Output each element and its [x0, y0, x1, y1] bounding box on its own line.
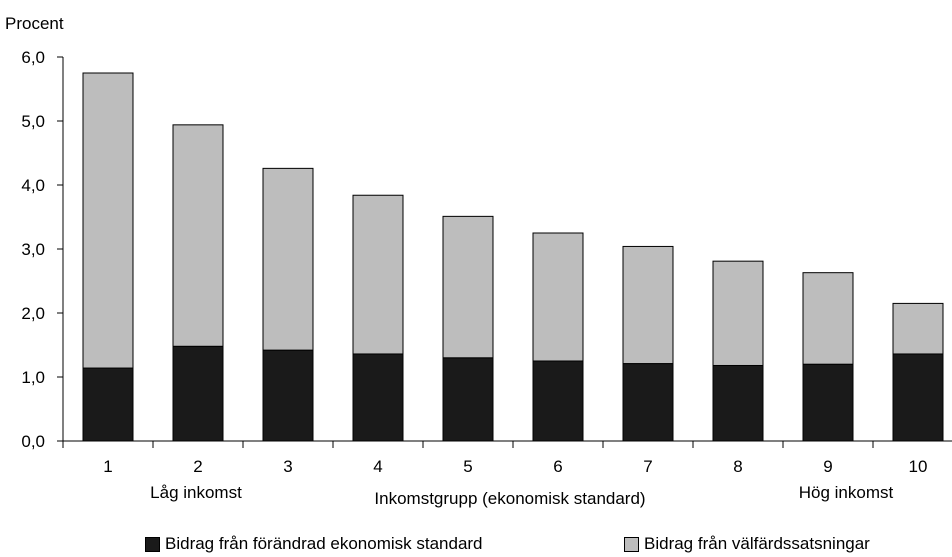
y-tick-label: 0,0 — [21, 432, 45, 451]
bar-segment-standard — [353, 354, 403, 441]
legend-item-standard: Bidrag från förändrad ekonomisk standard — [145, 533, 483, 555]
bar-segment-standard — [83, 368, 133, 441]
bar-segment-standard — [713, 365, 763, 441]
x-tick-label: 8 — [733, 457, 742, 476]
y-tick-label: 2,0 — [21, 304, 45, 323]
bar-segment-welfare — [893, 303, 943, 354]
x-tick-label: 3 — [283, 457, 292, 476]
legend-swatch-welfare — [624, 537, 639, 552]
bar-segment-welfare — [533, 233, 583, 361]
y-tick-label: 5,0 — [21, 112, 45, 131]
bar-segment-welfare — [353, 195, 403, 354]
x-tick-label: 6 — [553, 457, 562, 476]
bar-segment-standard — [623, 364, 673, 441]
bar-segment-standard — [443, 358, 493, 441]
y-tick-label: 1,0 — [21, 368, 45, 387]
x-tick-label: 1 — [103, 457, 112, 476]
legend-label-welfare: Bidrag från välfärdssatsningar — [644, 534, 870, 554]
x-tick-label: 5 — [463, 457, 472, 476]
bar-segment-welfare — [623, 246, 673, 363]
y-axis-label: Procent — [5, 14, 64, 33]
legend-label-standard: Bidrag från förändrad ekonomisk standard — [165, 534, 483, 554]
legend-item-welfare: Bidrag från välfärdssatsningar — [624, 533, 870, 555]
x-tick-label: 9 — [823, 457, 832, 476]
bar-segment-welfare — [713, 261, 763, 365]
bar-segment-welfare — [263, 168, 313, 350]
x-tick-label: 4 — [373, 457, 382, 476]
y-tick-label: 3,0 — [21, 240, 45, 259]
bar-segment-standard — [263, 350, 313, 441]
bar-segment-standard — [893, 354, 943, 441]
bar-segment-standard — [173, 346, 223, 441]
bar-segment-standard — [803, 364, 853, 441]
x-tick-label: 10 — [909, 457, 928, 476]
low-income-annotation: Låg inkomst — [150, 483, 242, 502]
high-income-annotation: Hög inkomst — [799, 483, 894, 502]
y-tick-label: 6,0 — [21, 48, 45, 67]
x-axis-label: Inkomstgrupp (ekonomisk standard) — [374, 489, 645, 508]
legend-swatch-standard — [145, 537, 160, 552]
bar-segment-welfare — [443, 216, 493, 357]
bar-segment-welfare — [803, 273, 853, 365]
x-tick-label: 2 — [193, 457, 202, 476]
y-tick-label: 4,0 — [21, 176, 45, 195]
bar-segment-welfare — [83, 73, 133, 368]
bar-segment-standard — [533, 361, 583, 441]
bars — [83, 73, 943, 441]
x-tick-label: 7 — [643, 457, 652, 476]
bar-segment-welfare — [173, 125, 223, 346]
